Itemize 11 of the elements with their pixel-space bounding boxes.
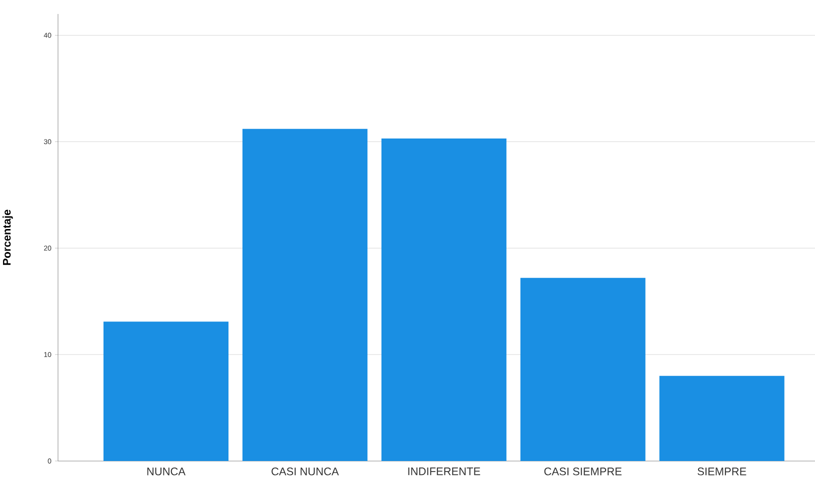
bar: [381, 138, 506, 461]
y-axis-title: Porcentaje: [2, 210, 13, 265]
x-tick-label: CASI SIEMPRE: [544, 468, 622, 476]
bar: [103, 322, 228, 461]
x-tick-label: CASI NUNCA: [272, 468, 339, 476]
bar: [659, 376, 784, 461]
x-tick-label: INDIFERENTE: [408, 468, 480, 476]
bar: [520, 278, 646, 461]
x-tick-label: SIEMPRE: [698, 468, 746, 476]
x-tick-label: NUNCA: [147, 468, 186, 476]
bar: [242, 128, 368, 461]
